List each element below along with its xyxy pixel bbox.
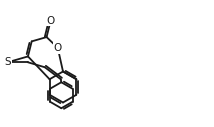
Text: S: S	[4, 57, 11, 67]
Text: O: O	[54, 43, 62, 53]
Text: O: O	[47, 16, 55, 26]
